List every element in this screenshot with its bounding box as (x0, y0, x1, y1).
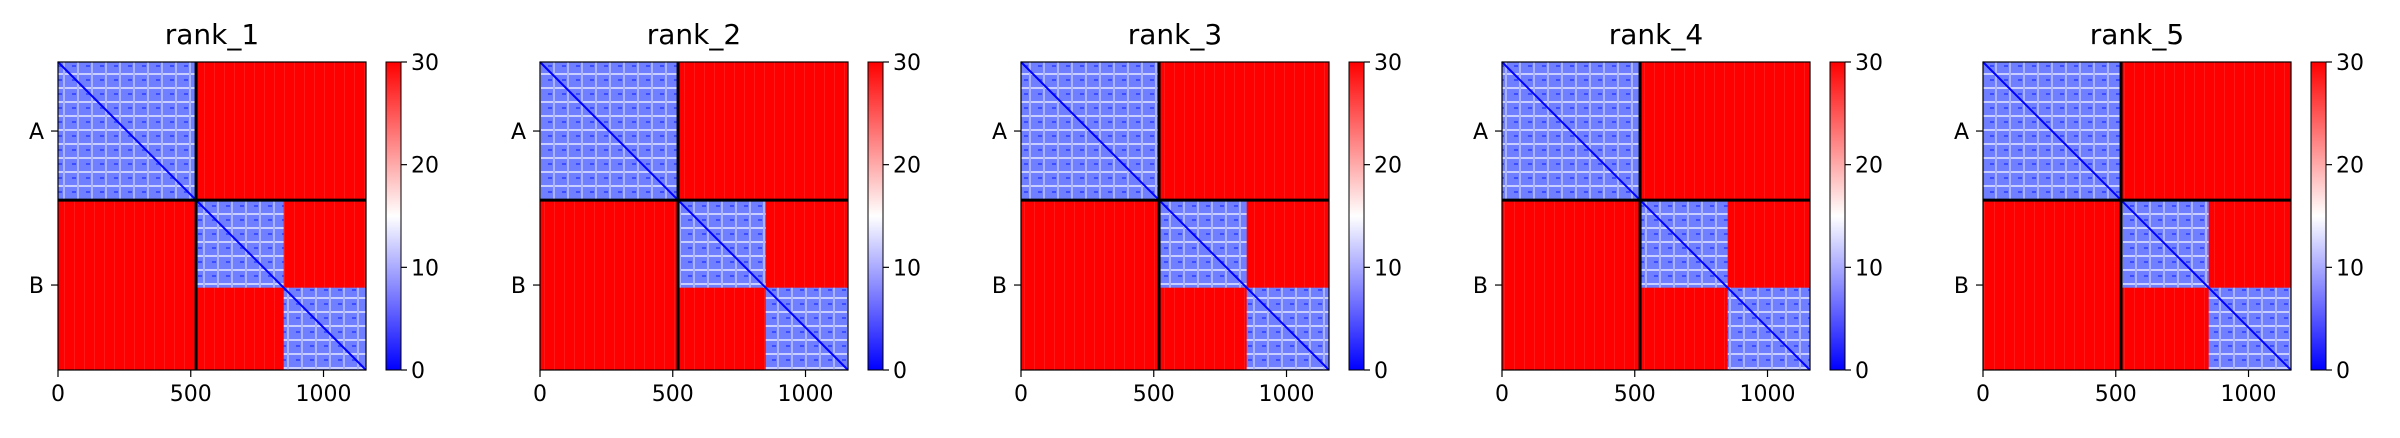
colorbar-tick-label: 0 (2336, 359, 2350, 384)
y-tick-label: B (1954, 274, 1969, 299)
x-tick-label: 500 (2095, 382, 2137, 407)
colorbar-tick-label: 20 (893, 154, 921, 179)
x-tick-label: 0 (51, 382, 65, 407)
colorbar-tick-label: 10 (1855, 256, 1883, 281)
x-tick-label: 1000 (2221, 382, 2277, 407)
y-tick-label: B (992, 274, 1007, 299)
colorbar-tick-label: 30 (411, 51, 439, 76)
y-tick-label: A (1954, 120, 1969, 145)
panel-title: rank_4 (1609, 18, 1703, 51)
plot-frame (1501, 61, 1811, 371)
colorbar-tick-label: 10 (2336, 256, 2364, 281)
x-tick-label: 500 (170, 382, 212, 407)
panel-title: rank_2 (647, 18, 741, 51)
x-tick-label: 500 (652, 382, 694, 407)
x-tick-label: 0 (533, 382, 547, 407)
y-tick-label: B (1473, 274, 1488, 299)
colorbar (1829, 61, 1846, 371)
panel-2: rank_2 0 500 1000 A B 0 10 20 30 (511, 18, 921, 407)
x-tick-label: 1000 (778, 382, 834, 407)
colorbar-tick-label: 20 (1855, 154, 1883, 179)
x-tick-label: 1000 (1740, 382, 1796, 407)
colorbar (385, 61, 402, 371)
diagonal-line (57, 61, 367, 371)
colorbar (1348, 61, 1365, 371)
diagonal-line (1020, 61, 1330, 371)
colorbar-tick-label: 0 (1855, 359, 1869, 384)
colorbar-tick-label: 30 (2336, 51, 2364, 76)
colorbar-tick-label: 20 (411, 154, 439, 179)
colorbar-tick-label: 20 (2336, 154, 2364, 179)
colorbar-tick-label: 10 (893, 256, 921, 281)
y-tick-label: A (1473, 120, 1488, 145)
x-tick-label: 0 (1976, 382, 1990, 407)
colorbar-tick-label: 30 (1855, 51, 1883, 76)
x-tick-label: 500 (1133, 382, 1175, 407)
panel-4: rank_4 0 500 1000 A B 0 10 20 30 (1473, 18, 1883, 407)
plot-frame (539, 61, 849, 371)
x-tick-label: 0 (1014, 382, 1028, 407)
colorbar-tick-label: 10 (1374, 256, 1402, 281)
panel-title: rank_3 (1128, 18, 1222, 51)
colorbar (867, 61, 884, 371)
colorbar-tick-label: 20 (1374, 154, 1402, 179)
panel-3: rank_3 0 500 1000 A B 0 10 20 30 (992, 18, 1402, 407)
colorbar-tick-label: 30 (1374, 51, 1402, 76)
plot-frame (1020, 61, 1330, 371)
y-tick-label: B (29, 274, 44, 299)
plot-frame (1982, 61, 2292, 371)
colorbar-tick-label: 0 (893, 359, 907, 384)
y-tick-label: B (511, 274, 526, 299)
colorbar-tick-label: 10 (411, 256, 439, 281)
x-tick-label: 0 (1495, 382, 1509, 407)
x-tick-label: 1000 (1259, 382, 1315, 407)
plot-frame (57, 61, 367, 371)
colorbar-tick-label: 0 (411, 359, 425, 384)
diagonal-line (1982, 61, 2292, 371)
panel-5: rank_5 0 500 1000 A B 0 10 20 30 (1954, 18, 2364, 407)
y-tick-label: A (29, 120, 44, 145)
diagonal-line (539, 61, 849, 371)
y-tick-label: A (992, 120, 1007, 145)
panel-title: rank_5 (2090, 18, 2184, 51)
panel-title: rank_1 (165, 18, 259, 51)
x-tick-label: 500 (1614, 382, 1656, 407)
diagonal-line (1501, 61, 1811, 371)
colorbar-tick-label: 30 (893, 51, 921, 76)
x-tick-label: 1000 (296, 382, 352, 407)
panel-1: rank_1 0 500 1000 A B 0 10 20 30 (29, 18, 439, 407)
colorbar (2310, 61, 2327, 371)
colorbar-tick-label: 0 (1374, 359, 1388, 384)
y-tick-label: A (511, 120, 526, 145)
